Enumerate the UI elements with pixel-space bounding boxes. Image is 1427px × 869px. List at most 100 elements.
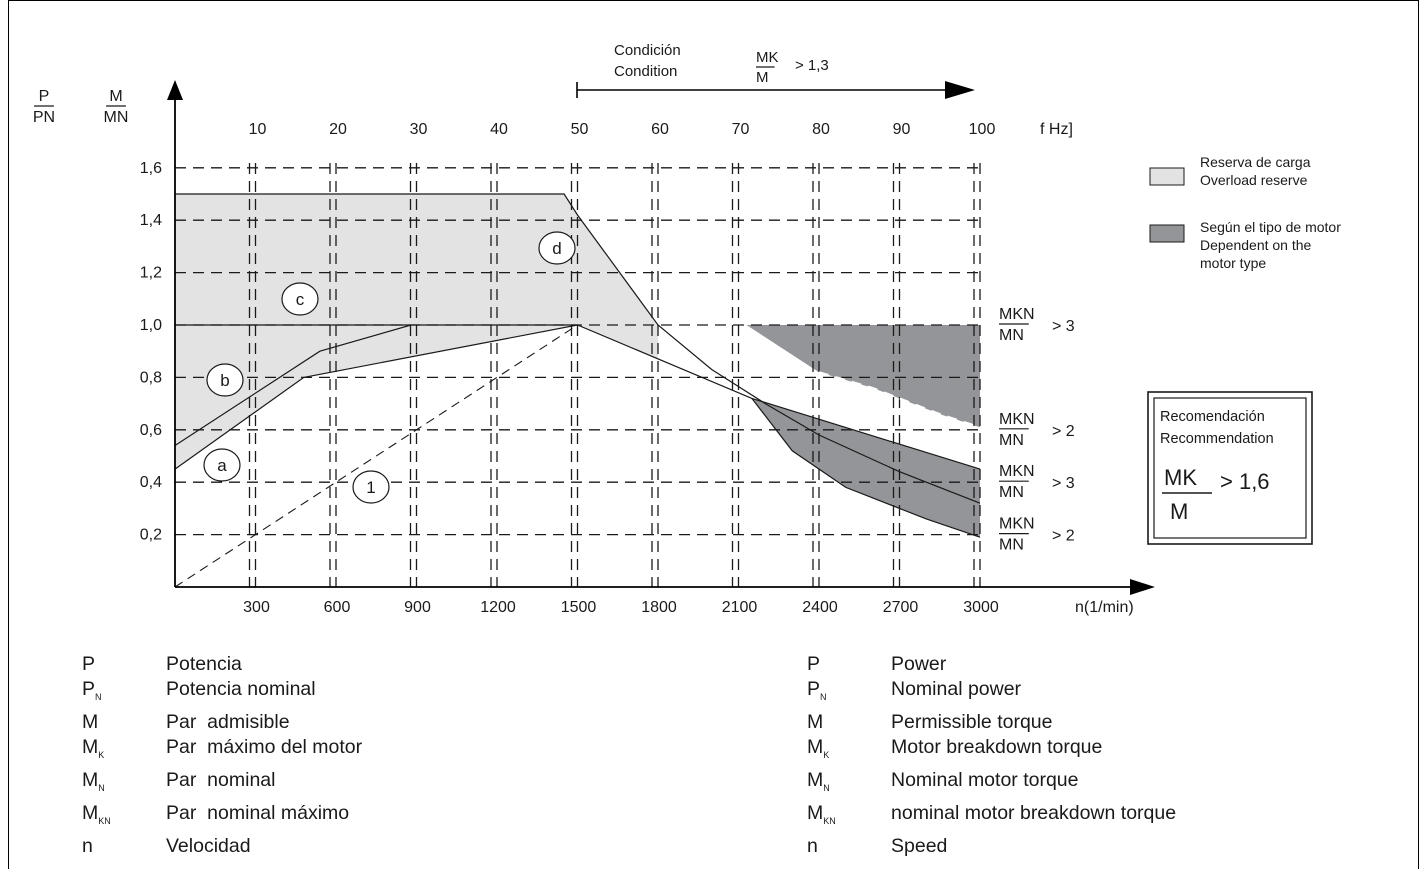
circle-label-b: b (206, 363, 244, 397)
x-tick-label: 2400 (802, 599, 838, 616)
abbr-description: Nominal motor torque (891, 768, 1079, 791)
abbr-description: Par máximo del motor (166, 735, 363, 758)
svg-text:b: b (220, 371, 229, 390)
y-label-torque: M MN (104, 88, 129, 126)
svg-text:1: 1 (366, 478, 375, 497)
abbr-symbol: MK (807, 735, 830, 760)
condition-en: Condition (614, 63, 677, 80)
abbr-description: Potencia nominal (166, 678, 316, 700)
abbr-subscript: N (95, 691, 102, 702)
abbr-symbol: n (807, 834, 818, 857)
abbr-subscript: KN (98, 815, 111, 826)
abbr-symbol: MN (82, 768, 105, 793)
legend-item-0: Reserva de carga Overload reserve (1149, 154, 1311, 188)
motor-dependent-band-upper (746, 325, 980, 428)
x-tick-label: 3000 (963, 599, 999, 616)
abbr-description: Par admisible (166, 710, 290, 733)
y-label-power: P PN (33, 88, 55, 126)
abbr-description: Nominal power (891, 678, 1022, 700)
recommendation-num: MK (1164, 465, 1197, 490)
curves (174, 193, 981, 588)
condition-es: Condición (614, 42, 681, 59)
freq-tick-label: 50 (571, 121, 589, 138)
mkn-suffix-1: > 2 (1052, 423, 1075, 440)
abbr-symbol: n (82, 834, 93, 857)
curve-b (174, 324, 412, 447)
x-axis-title: n(1/min) (1075, 599, 1134, 616)
chart-labels: 300 600 900 1200 1500 1800 2100 2400 2700 3000 n(1… (140, 121, 1134, 616)
abbr-symbol: PN (82, 678, 102, 702)
y-label-torque-den: MN (104, 109, 129, 126)
svg-text:Dependent on the: Dependent on the (1200, 237, 1312, 253)
abbr-symbol: M (82, 710, 99, 733)
mkn-suffix-0: > 3 (1052, 318, 1075, 335)
abbr-symbol: MKN (807, 801, 836, 826)
x-tick-label: 300 (243, 599, 270, 616)
freq-tick-label: 80 (812, 121, 830, 138)
freq-axis-title: f Hz] (1040, 121, 1073, 138)
abbr-description: Permissible torque (891, 710, 1053, 733)
y-tick-label: 1,6 (140, 160, 162, 177)
x-tick-label: 2700 (883, 599, 919, 616)
recommendation-suffix: > 1,6 (1220, 469, 1270, 494)
mkn-ratio-2-den: MN (999, 484, 1024, 501)
mkn-suffix-3: > 2 (1052, 528, 1075, 545)
x-tick-label: 900 (404, 599, 431, 616)
curve-1 (174, 324, 578, 588)
figure-frame (8, 0, 1419, 869)
y-label-power-den: PN (33, 109, 55, 126)
y-axis-arrow (167, 80, 183, 100)
abbr-symbol: MKN (82, 801, 111, 826)
y-tick-label: 0,8 (140, 369, 162, 386)
y-tick-label: 0,4 (140, 474, 162, 491)
abbreviations-spanish: P Potencia PN Potencia nominal M Par admisibl… (82, 652, 362, 859)
freq-tick-label: 100 (969, 121, 996, 138)
svg-text:motor type: motor type (1200, 255, 1266, 271)
abbr-symbol: MN (807, 768, 830, 793)
annotations: P PN M MN b a c d 1 Condición Condition MK M > 1,3 MKN… (33, 42, 1341, 554)
freq-tick-label: 60 (651, 121, 669, 138)
abbr-description: Velocidad (166, 834, 251, 857)
axes (167, 80, 1155, 595)
abbr-symbol: P (807, 653, 821, 675)
y-tick-label: 0,6 (140, 422, 162, 439)
abbr-subscript: K (98, 749, 105, 760)
y-label-torque-num: M (109, 88, 122, 105)
condition-ratio: MK M (756, 49, 779, 86)
y-tick-label: 1,2 (140, 265, 162, 282)
abbr-description: Speed (891, 834, 948, 857)
y-tick-label: 1,4 (140, 212, 162, 229)
recommendation-den: M (1170, 499, 1188, 524)
mkn-suffix-2: > 3 (1052, 475, 1075, 492)
circle-label-d: d (538, 231, 576, 265)
x-tick-label: 600 (324, 599, 351, 616)
mkn-ratio-3-den: MN (999, 537, 1024, 554)
abbr-symbol: MK (82, 735, 105, 760)
mkn-ratio-3-num: MKN (999, 516, 1035, 533)
freq-tick-label: 40 (490, 121, 508, 138)
svg-text:a: a (217, 456, 227, 475)
condition-ratio-num: MK (756, 49, 779, 66)
svg-text:d: d (552, 239, 561, 258)
mkn-ratio-3: MKN MN (999, 516, 1035, 554)
curve-mkn-3-dashed (818, 371, 981, 429)
abbr-subscript: N (823, 782, 830, 793)
y-label-power-num: P (39, 88, 50, 105)
x-axis-arrow (1130, 579, 1155, 595)
x-tick-label: 1200 (480, 599, 516, 616)
mkn-ratio-0-num: MKN (999, 306, 1035, 323)
svg-text:Reserva de carga: Reserva de carga (1200, 154, 1311, 170)
svg-text:Según el tipo de motor: Según el tipo de motor (1200, 219, 1341, 235)
x-tick-label: 2100 (722, 599, 758, 616)
abbr-description: Potencia (166, 653, 242, 675)
freq-tick-label: 30 (410, 121, 428, 138)
curve-d (175, 193, 981, 504)
abbr-description: Par nominal (166, 768, 276, 791)
abbr-subscript: N (98, 782, 105, 793)
abbr-description: Motor breakdown torque (891, 735, 1103, 758)
mkn-ratio-1-num: MKN (999, 411, 1035, 428)
abbr-subscript: N (820, 691, 827, 702)
recommendation-en: Recommendation (1160, 431, 1274, 447)
svg-text:Overload reserve: Overload reserve (1200, 172, 1308, 188)
mkn-ratio-1: MKN MN (999, 411, 1035, 449)
